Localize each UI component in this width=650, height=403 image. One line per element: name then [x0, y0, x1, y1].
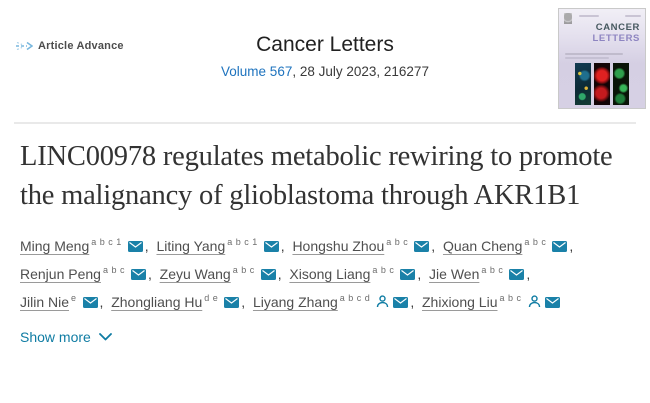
author-name-link[interactable]: Jie Wen [429, 266, 480, 282]
author-entry: Zhixiong Liu a b c [422, 294, 562, 310]
author-entry: Hongshu Zhou a b c , [292, 238, 443, 254]
author-entry: Renjun Peng a b c , [20, 266, 160, 282]
author-separator: , [417, 266, 430, 282]
cover-panel-blue [575, 63, 591, 105]
author-separator: , [277, 266, 290, 282]
author-superscript: a b c [524, 237, 547, 248]
envelope-icon[interactable] [400, 269, 416, 280]
envelope-icon[interactable] [509, 269, 525, 280]
author-name-link[interactable]: Hongshu Zhou [292, 238, 385, 254]
author-superscript: a b c [232, 265, 255, 276]
author-superscript: a b c 1 [227, 237, 258, 248]
cover-panel-green [613, 63, 629, 105]
author-entry: Xisong Liang a b c , [289, 266, 429, 282]
author-separator: , [280, 238, 293, 254]
author-name-link[interactable]: Xisong Liang [289, 266, 371, 282]
author-superscript: a b c [499, 293, 522, 304]
author-separator: , [526, 266, 535, 282]
cover-tiny-text [625, 15, 641, 17]
chevron-down-icon [98, 333, 112, 341]
article-title: LINC00978 regulates metabolic rewiring t… [20, 141, 613, 211]
envelope-icon[interactable] [414, 241, 430, 252]
author-name-link[interactable]: Zeyu Wang [159, 266, 231, 282]
author-entry: Zhongliang Hu d e , [111, 294, 253, 310]
author-separator: , [99, 294, 112, 310]
author-superscript: a b c 1 [91, 237, 122, 248]
author-entry: Ming Meng a b c 1 , [20, 238, 156, 254]
author-separator: , [410, 294, 422, 310]
cover-tiny-text [565, 57, 609, 59]
envelope-icon[interactable] [393, 297, 409, 308]
author-name-link[interactable]: Liyang Zhang [252, 294, 338, 310]
volume-link[interactable]: Volume 567 [221, 64, 293, 79]
elsevier-logo-icon [564, 13, 572, 24]
journal-header: Cancer Letters Volume 567, 28 July 2023,… [0, 0, 650, 79]
author-superscript: e [71, 293, 77, 304]
author-superscript: d e [204, 293, 219, 304]
author-entry: Liyang Zhang a b c d , [253, 294, 422, 310]
author-name-link[interactable]: Jilin Nie [20, 294, 70, 310]
cover-panel-red [594, 63, 610, 105]
person-icon[interactable] [528, 295, 541, 308]
cover-title: CANCER LETTERS [592, 22, 640, 44]
author-name-link[interactable]: Zhongliang Hu [111, 294, 203, 310]
article-advance-label: Article Advance [38, 40, 124, 52]
cover-title-word2: LETTERS [592, 32, 640, 44]
envelope-icon[interactable] [130, 269, 146, 280]
envelope-icon[interactable] [544, 297, 560, 308]
author-entry: Zeyu Wang a b c , [160, 266, 290, 282]
cover-tiny-text [579, 15, 599, 17]
person-icon[interactable] [376, 295, 389, 308]
author-entry: Jie Wen a b c , [429, 266, 534, 282]
author-separator: , [569, 238, 578, 254]
author-name-link[interactable]: Liting Yang [156, 238, 226, 254]
journal-banner: Article Advance Cancer Letters Volume 56… [0, 0, 650, 122]
author-superscript: a b c [102, 265, 125, 276]
author-name-link[interactable]: Ming Meng [20, 238, 90, 254]
author-separator: , [431, 238, 443, 254]
envelope-icon[interactable] [263, 241, 279, 252]
envelope-icon[interactable] [224, 297, 240, 308]
author-superscript: a b c d [339, 293, 371, 304]
author-entry: Liting Yang a b c 1 , [156, 238, 292, 254]
envelope-icon[interactable] [127, 241, 143, 252]
article-advance[interactable]: Article Advance [16, 40, 124, 52]
cover-title-word1: CANCER [595, 22, 640, 33]
divider [14, 122, 636, 124]
author-separator: , [147, 266, 160, 282]
author-name-link[interactable]: Renjun Peng [20, 266, 101, 282]
envelope-icon[interactable] [260, 269, 276, 280]
show-more-label: Show more [20, 329, 91, 345]
author-superscript: a b c [481, 265, 504, 276]
author-separator: , [144, 238, 157, 254]
cover-micrograph-panels [575, 63, 629, 105]
envelope-icon[interactable] [82, 297, 98, 308]
author-name-link[interactable]: Quan Cheng [442, 238, 523, 254]
journal-cover-thumbnail[interactable]: CANCER LETTERS [558, 8, 646, 109]
author-superscript: a b c [372, 265, 395, 276]
show-more-button[interactable]: Show more [20, 329, 112, 345]
author-entry: Quan Cheng a b c , [443, 238, 577, 254]
envelope-icon[interactable] [552, 241, 568, 252]
author-list: Ming Meng a b c 1 , Liting Yang a b c 1 , … [20, 232, 630, 316]
cover-tiny-text [565, 53, 623, 55]
author-separator: , [241, 294, 253, 310]
author-superscript: a b c [386, 237, 409, 248]
volume-line: Volume 567, 28 July 2023, 216277 [0, 64, 650, 79]
dashed-arrow-icon [16, 41, 33, 51]
author-entry: Jilin Nie e , [20, 294, 111, 310]
author-name-link[interactable]: Zhixiong Liu [422, 294, 498, 310]
issue-info: , 28 July 2023, 216277 [292, 64, 429, 79]
journal-title-link[interactable]: Cancer Letters [256, 33, 394, 56]
